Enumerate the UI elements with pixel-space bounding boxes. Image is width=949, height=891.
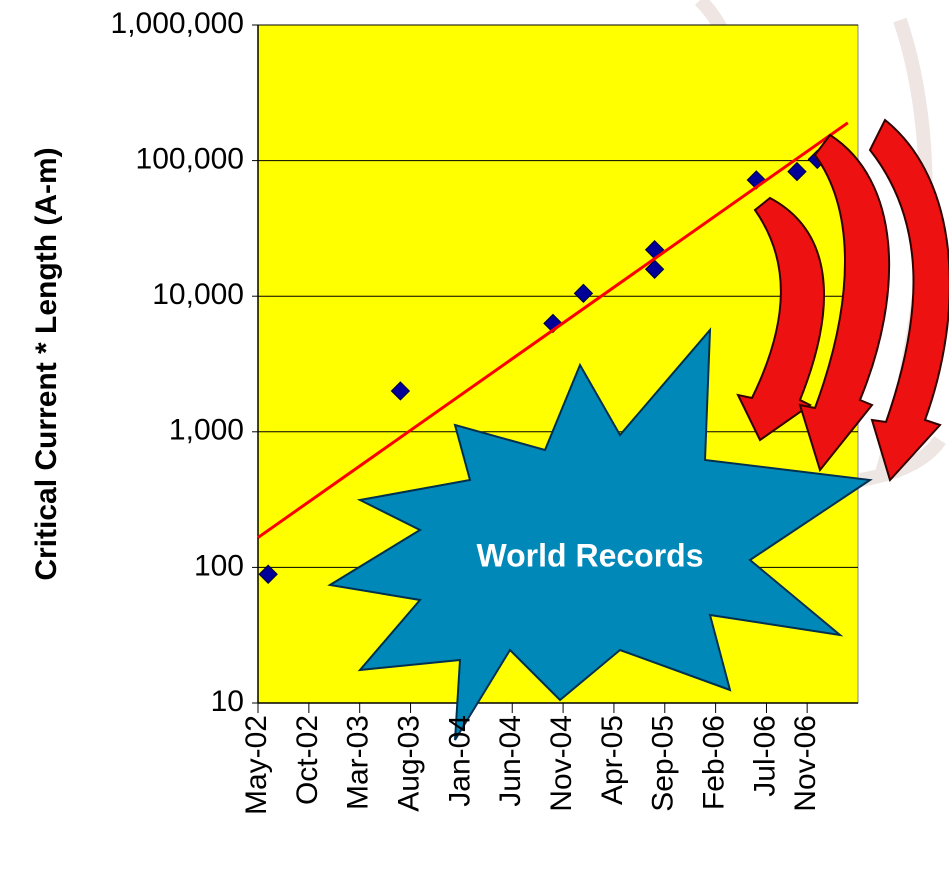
x-tick-label: Jan-04 — [443, 715, 476, 807]
y-tick-label: 10,000 — [152, 278, 244, 311]
x-tick-label: Apr-05 — [596, 715, 629, 805]
x-tick-label: Feb-06 — [698, 715, 731, 810]
data-point — [573, 283, 594, 304]
y-axis-label: Critical Current * Length (A-m) — [30, 147, 63, 580]
x-tick-label: Jul-06 — [748, 715, 781, 797]
red-arrows — [736, 118, 949, 482]
x-tick-label: Jun-04 — [494, 715, 527, 807]
y-tick-label: 1,000 — [169, 414, 244, 447]
data-point — [644, 259, 665, 279]
starburst — [327, 327, 873, 741]
arrow — [798, 133, 891, 473]
y-tick-label: 100,000 — [136, 143, 244, 176]
data-point — [390, 381, 411, 401]
x-tick-label: Sep-05 — [647, 715, 680, 812]
decor-curve — [858, 435, 946, 487]
x-tick-label: Nov-06 — [789, 715, 822, 812]
x-tick-label: Aug-03 — [392, 715, 425, 812]
x-tick-label: Mar-03 — [342, 715, 375, 810]
annotation: World Records — [477, 537, 704, 573]
data-point — [258, 564, 278, 584]
trend-line — [257, 121, 849, 539]
arrow — [868, 118, 949, 482]
y-tick-label: 10 — [211, 685, 244, 718]
x-tick-label: Oct-02 — [291, 715, 324, 805]
x-tick-label: Nov-04 — [545, 715, 578, 812]
y-tick-label: 100 — [194, 549, 244, 582]
arrow — [736, 196, 825, 442]
data-point — [787, 161, 807, 182]
x-tick-label: May-02 — [240, 715, 273, 815]
y-tick-label: 1,000,000 — [111, 7, 244, 40]
